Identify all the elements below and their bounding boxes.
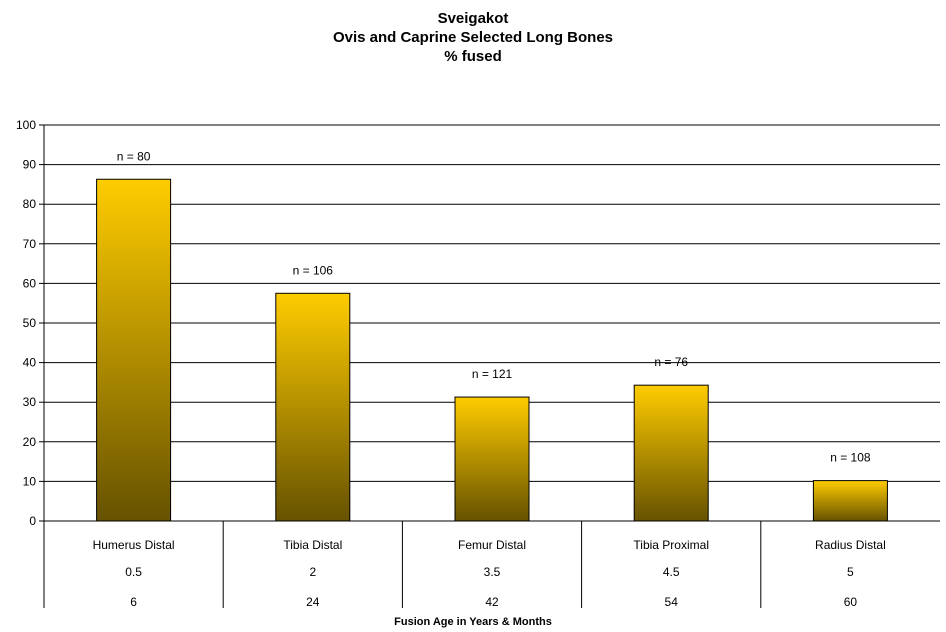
category-label-2: Femur Distal	[458, 538, 526, 552]
fusion-years-label-0: 0.5	[125, 565, 142, 579]
y-tick-label: 50	[23, 316, 37, 330]
y-tick-label: 30	[23, 395, 37, 409]
bar-4	[812, 480, 888, 522]
bar-0	[96, 178, 172, 522]
fusion-years-label-1: 2	[309, 565, 316, 579]
fusion-months-label-0: 6	[130, 595, 137, 609]
chart-title-line-3: % fused	[444, 48, 502, 65]
fusion-years-label-3: 4.5	[663, 565, 680, 579]
chart-title-line-1: Sveigakot	[437, 10, 509, 27]
y-tick-label: 70	[23, 237, 37, 251]
fusion-months-label-3: 54	[665, 595, 679, 609]
fusion-months-label-2: 42	[485, 595, 499, 609]
category-label-4: Radius Distal	[815, 538, 886, 552]
y-tick-label: 90	[23, 158, 37, 172]
fusion-years-label-4: 5	[847, 565, 854, 579]
category-label-1: Tibia Distal	[283, 538, 342, 552]
y-tick-label: 40	[23, 356, 37, 370]
x-axis-title: Fusion Age in Years & Months	[394, 616, 552, 628]
y-tick-label: 60	[23, 276, 37, 290]
data-label-0: n = 80	[117, 149, 151, 163]
data-label-1: n = 106	[293, 263, 334, 277]
category-label-0: Humerus Distal	[93, 538, 175, 552]
data-label-3: n = 76	[654, 355, 688, 369]
y-tick-label: 100	[16, 118, 36, 132]
fusion-months-label-4: 60	[844, 595, 858, 609]
chart-title-line-2: Ovis and Caprine Selected Long Bones	[332, 29, 614, 46]
y-tick-label: 20	[23, 435, 37, 449]
data-label-4: n = 108	[830, 451, 871, 465]
category-label-3: Tibia Proximal	[633, 538, 709, 552]
bar-1	[275, 292, 351, 522]
bar-3	[633, 384, 709, 522]
fusion-years-label-2: 3.5	[484, 565, 501, 579]
y-tick-label: 80	[23, 197, 37, 211]
data-label-2: n = 121	[472, 367, 513, 381]
y-tick-label: 0	[29, 514, 36, 528]
bar-2	[454, 396, 530, 522]
fusion-months-label-1: 24	[306, 595, 320, 609]
y-tick-label: 10	[23, 474, 37, 488]
